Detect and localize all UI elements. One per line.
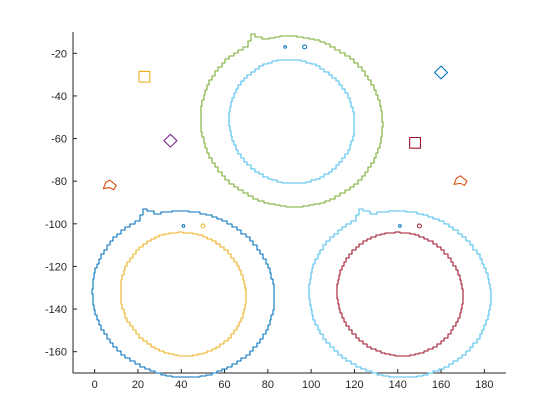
contour-dot-15 (200, 223, 206, 229)
y-tick-label: -120 (45, 261, 67, 273)
contour-dot-17 (416, 223, 422, 229)
x-tick-label: 40 (175, 379, 187, 391)
contour-dot-14 (181, 224, 186, 228)
y-tick-label: -60 (51, 134, 67, 146)
contour-ring-with-ears-4 (308, 208, 492, 378)
y-tick-label: -80 (51, 176, 67, 188)
y-tick-label: -20 (51, 48, 67, 60)
contour-square-6 (138, 70, 151, 83)
x-tick-label: 120 (345, 379, 363, 391)
contour-ring-with-ears-2 (91, 208, 275, 378)
contour-circle-5 (336, 231, 464, 357)
x-tick-label: 60 (218, 379, 230, 391)
contour-blob-10 (102, 179, 117, 191)
contour-square-9 (409, 136, 422, 149)
contour-circle-1 (228, 59, 355, 184)
contour-dot-12 (283, 45, 287, 49)
y-tick-label: -40 (51, 91, 67, 103)
y-tick-label: -140 (45, 304, 67, 316)
contour-ring-with-ears-0 (200, 33, 384, 208)
contour-circle-3 (120, 231, 247, 357)
contour-dot-16 (398, 224, 402, 228)
x-tick-label: 160 (432, 379, 450, 391)
y-tick-label: -100 (45, 219, 67, 231)
x-tick-label: 20 (132, 379, 144, 391)
contour-blob-11 (453, 175, 468, 186)
x-tick-label: 80 (262, 379, 274, 391)
x-tick-label: 0 (92, 379, 98, 391)
contour-diamond-8 (163, 133, 178, 148)
y-tick-label: -160 (45, 347, 67, 359)
x-tick-label: 100 (302, 379, 320, 391)
contour-dot-13 (302, 44, 308, 50)
contour-diamond-7 (434, 65, 449, 80)
x-tick-label: 180 (475, 379, 493, 391)
x-tick-label: 140 (389, 379, 407, 391)
